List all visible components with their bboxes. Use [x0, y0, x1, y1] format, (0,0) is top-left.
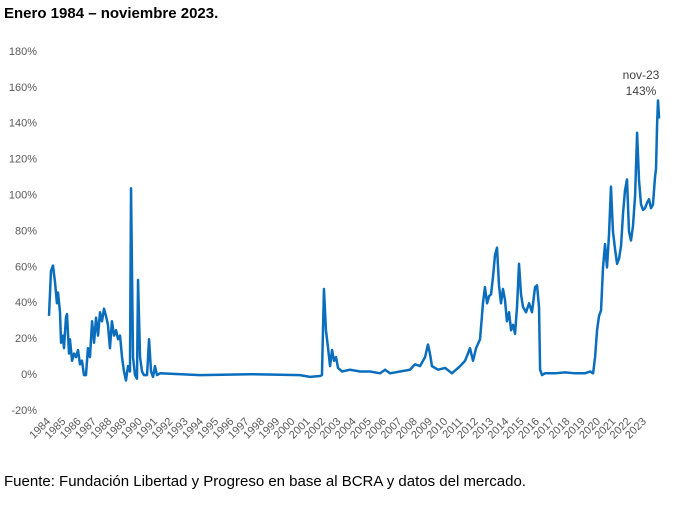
y-tick-label: 0%	[21, 369, 37, 381]
y-tick-label: 160%	[9, 82, 37, 94]
y-tick-label: 180%	[9, 46, 37, 58]
y-tick-label: 40%	[15, 297, 37, 309]
y-tick-label: 80%	[15, 225, 37, 237]
y-tick-label: 60%	[15, 261, 37, 273]
y-tick-label: 120%	[9, 154, 37, 166]
data-line	[47, 99, 661, 382]
annotation: 143%	[626, 84, 657, 98]
chart-source: Fuente: Fundación Libertad y Progreso en…	[4, 473, 526, 490]
y-tick-label: -20%	[11, 405, 37, 417]
y-tick-label: 20%	[15, 333, 37, 345]
y-tick-label: 140%	[9, 118, 37, 130]
chart-title: Enero 1984 – noviembre 2023.	[4, 5, 218, 22]
annotation: nov-23	[623, 68, 660, 82]
y-tick-label: 100%	[9, 190, 37, 202]
